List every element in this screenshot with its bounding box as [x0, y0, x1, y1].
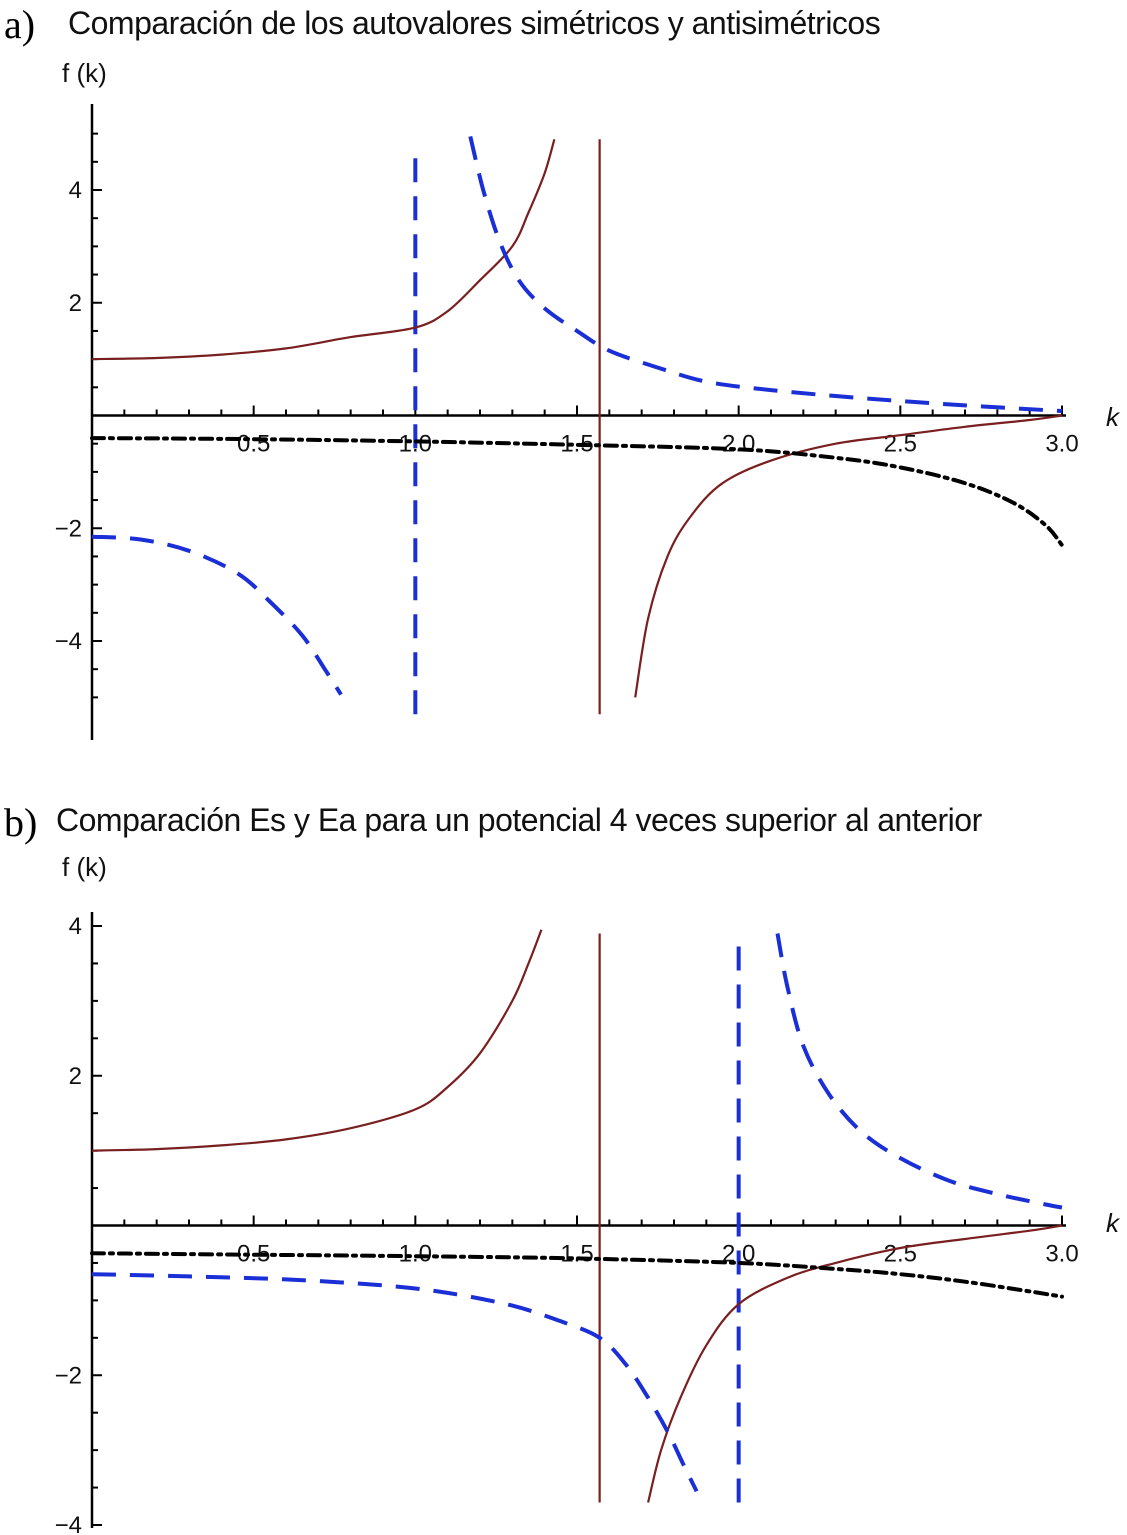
- panel-b-xtick-label: 1.0: [399, 1241, 432, 1268]
- panel-b-ytick-label: 2: [69, 1063, 82, 1090]
- panel-b-xtick-label: 1.5: [560, 1241, 593, 1268]
- panel-a-series-solid-1: [91, 138, 556, 361]
- panel-b-ytick-label: −4: [55, 1512, 82, 1535]
- panel-a-xtick-label: 0.5: [237, 431, 270, 458]
- panel-a-xtick-label: 3.0: [1045, 431, 1078, 458]
- panel-a-ytick-label: −4: [55, 628, 82, 655]
- panel-a-xtick-label: 2.0: [722, 431, 755, 458]
- panel-a-ytick-label: 4: [69, 177, 82, 204]
- panel-a-ytick-label: −2: [55, 515, 82, 542]
- panel-a-title: Comparación de los autovalores simétrico…: [68, 5, 880, 41]
- panel-b-xtick-label: 2.5: [884, 1241, 917, 1268]
- panel-b-series-dashed-4: [775, 933, 1063, 1210]
- panel-b-series-solid-2: [647, 1224, 1063, 1503]
- panel-b-letter: b): [4, 800, 37, 845]
- panel-a-series-solid-2: [634, 414, 1063, 698]
- panel-a-ytick-label: 2: [69, 290, 82, 317]
- panel-b-xtick-label: 3.0: [1045, 1241, 1078, 1268]
- panel-b-title: Comparación Es y Ea para un potencial 4 …: [56, 802, 983, 838]
- panel-a-xlabel: k: [1106, 402, 1121, 432]
- panel-b-series-dashdot-5: [90, 1251, 1064, 1299]
- panel-a-series-dashed-3: [91, 534, 343, 696]
- panel-a-series-dashed-4: [468, 135, 1063, 413]
- panel-b-series-dashed-3: [91, 1272, 699, 1493]
- panel-b-xlabel: k: [1106, 1208, 1121, 1238]
- panel-a-series-dashdot-5: [90, 436, 1064, 548]
- panel-a-ylabel: f (k): [62, 58, 107, 88]
- panel-b: b) Comparación Es y Ea para un potencial…: [4, 800, 1121, 1535]
- panel-a: a) Comparación de los autovalores simétr…: [4, 2, 1121, 740]
- panel-b-ytick-label: 4: [69, 913, 82, 940]
- panel-b-series-solid-1: [91, 929, 543, 1152]
- panel-b-ytick-label: −2: [55, 1362, 82, 1389]
- panel-b-ylabel: f (k): [62, 852, 107, 882]
- panel-a-letter: a): [4, 2, 35, 47]
